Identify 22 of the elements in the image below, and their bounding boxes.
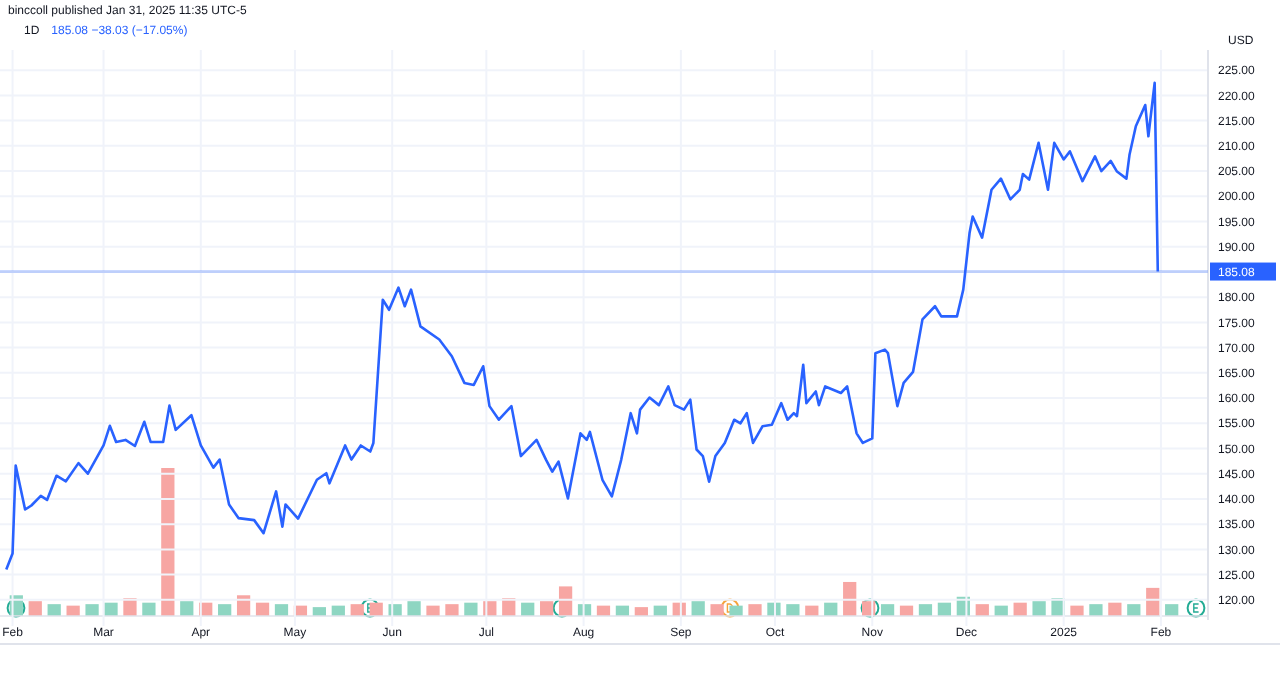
bar [691, 601, 705, 616]
bar [47, 604, 61, 616]
bar [407, 601, 421, 616]
bar [218, 604, 232, 616]
bar [1127, 604, 1141, 616]
bar [1032, 601, 1046, 616]
bar [1070, 605, 1084, 616]
bar [748, 604, 762, 616]
bar [464, 602, 478, 616]
bar [142, 602, 156, 616]
bar [445, 604, 459, 616]
bar [918, 604, 933, 616]
bar [274, 604, 289, 616]
bar [180, 601, 194, 616]
bar [975, 604, 989, 616]
bar [786, 604, 800, 616]
bar [1165, 604, 1179, 616]
bar [880, 604, 895, 616]
line-series [4, 81, 1160, 571]
bar [426, 605, 440, 616]
bar [85, 604, 99, 616]
bar [1089, 604, 1103, 616]
